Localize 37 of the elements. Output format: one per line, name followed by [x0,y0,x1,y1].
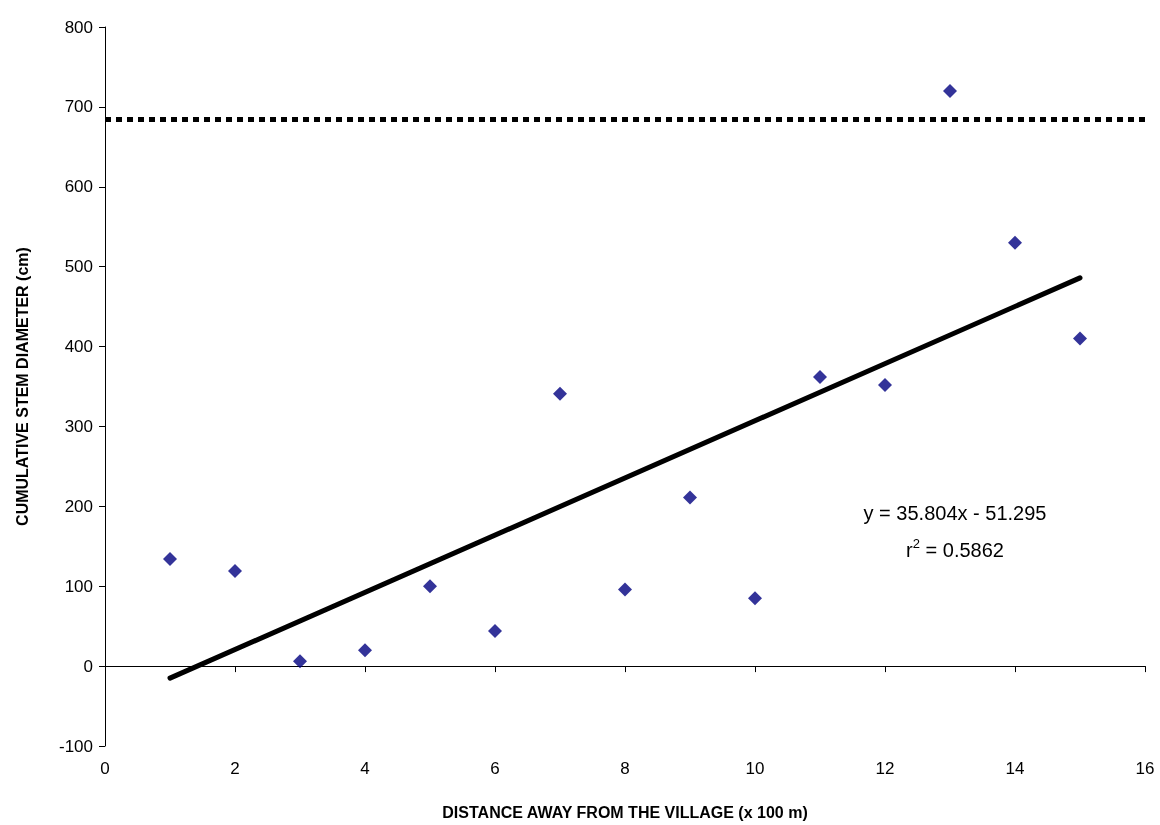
point [943,83,957,98]
y-tick-label: 300 [64,416,93,436]
point [228,564,242,579]
y-tick-label: 600 [64,177,93,197]
point [358,643,372,658]
y-tick-label: 0 [83,656,93,676]
x-tick-label: 2 [230,759,240,778]
point [813,369,827,384]
point [488,623,502,638]
point [618,582,632,597]
point [1008,235,1022,250]
x-tick-label: 0 [100,759,110,778]
point [553,386,567,401]
point [163,552,177,567]
y-axis-title: CUMULATIVE STEM DIAMETER (cm) [13,247,31,526]
x-tick-label: 4 [360,759,370,778]
y-tick-label: 100 [64,576,93,596]
point [748,591,762,606]
x-tick-label: 12 [875,759,895,778]
x-tick-label: 16 [1135,759,1155,778]
x-tick-label: 14 [1005,759,1025,778]
y-tick-label: -100 [58,736,93,756]
point [1073,331,1087,346]
y-tick-label: 700 [64,97,93,117]
point [293,654,307,669]
x-tick-label: 8 [620,759,630,778]
x-tick-label: 6 [490,759,500,778]
point [683,490,697,505]
annotation: y = 35.804x - 51.295 [863,502,1047,524]
y-tick-label: 800 [64,17,93,37]
point [878,377,892,392]
y-tick-label: 200 [64,496,93,516]
y-tick-label: 500 [64,257,93,277]
point [423,579,437,594]
x-axis-title: DISTANCE AWAY FROM THE VILLAGE (x 100 m) [442,803,808,821]
y-tick-label: 400 [64,337,93,357]
x-tick-label: 10 [745,759,765,778]
